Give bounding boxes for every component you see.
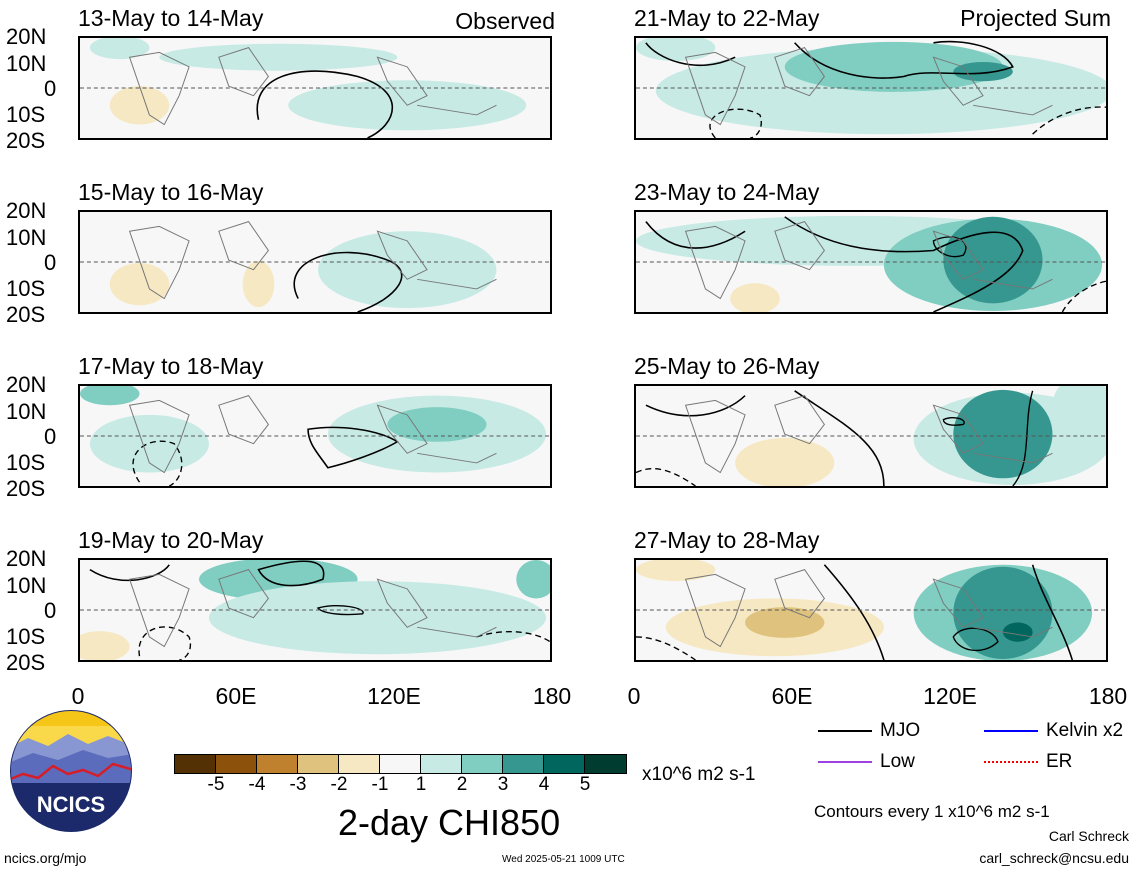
panel-tag-observed: Observed <box>455 8 555 34</box>
colorbar-tick: 3 <box>497 774 509 795</box>
lat-label-20s: 20S <box>6 650 46 675</box>
colorbar-swatch <box>175 755 216 773</box>
lat-label-10s: 10S <box>6 450 46 475</box>
lat-label-20n: 20N <box>6 372 47 397</box>
legend-mjo-label: MJO <box>880 720 921 741</box>
colorbar-swatch <box>503 755 544 773</box>
legend-low: Low <box>818 751 915 773</box>
colorbar-swatch <box>298 755 339 773</box>
lon-label-180-right: 180 <box>1088 683 1128 709</box>
colorbar-tick: -3 <box>289 774 307 795</box>
colorbar <box>174 754 627 774</box>
map-panel-4 <box>78 558 552 662</box>
map-panel-2 <box>78 210 552 314</box>
legend-mjo-line <box>818 730 872 732</box>
lat-label-10s: 10S <box>6 624 46 649</box>
map-panel-5 <box>634 36 1108 140</box>
map-panel-1-graphic <box>80 38 550 138</box>
lat-label-eq: 0 <box>44 76 57 101</box>
panel-title-8: 27-May to 28-May <box>634 527 820 553</box>
colorbar-swatch <box>380 755 421 773</box>
lon-label-120e-left: 120E <box>367 683 421 709</box>
map-panel-3 <box>78 384 552 488</box>
ncics-logo: NCICS <box>10 710 132 832</box>
legend-low-line <box>818 761 872 763</box>
colorbar-tick: 2 <box>456 774 468 795</box>
lon-label-60e-right: 60E <box>771 683 813 709</box>
legend-kelvin-label: Kelvin x2 <box>1046 720 1124 741</box>
map-panel-7-graphic <box>636 386 1106 486</box>
chart-title: 2-day CHI850 <box>338 802 561 843</box>
map-panel-5-graphic <box>636 38 1106 138</box>
colorbar-tick: -5 <box>207 774 225 795</box>
colorbar-swatch <box>462 755 503 773</box>
colorbar-tick: -1 <box>371 774 389 795</box>
footer-email: carl_schreck@ncsu.edu <box>979 850 1129 866</box>
colorbar-swatch <box>216 755 257 773</box>
lat-label-20s: 20S <box>6 476 46 501</box>
legend-kelvin-line <box>984 730 1038 732</box>
lon-label-0-right: 0 <box>627 683 641 709</box>
lat-label-eq: 0 <box>44 598 57 623</box>
lat-label-eq: 0 <box>44 250 57 275</box>
map-panel-8-graphic <box>636 560 1106 660</box>
colorbar-tick: -2 <box>330 774 348 795</box>
colorbar-tick: 4 <box>538 774 550 795</box>
colorbar-tick: -4 <box>248 774 266 795</box>
lat-label-20n: 20N <box>6 198 47 223</box>
lat-label-20s: 20S <box>6 128 46 153</box>
lon-label-120e-right: 120E <box>923 683 977 709</box>
legend-er-label: ER <box>1046 751 1073 772</box>
map-panel-7 <box>634 384 1108 488</box>
map-panel-8 <box>634 558 1108 662</box>
lat-label-20n: 20N <box>6 24 47 49</box>
lat-label-10n: 10N <box>6 573 47 598</box>
lat-label-eq: 0 <box>44 424 57 449</box>
map-panel-6 <box>634 210 1108 314</box>
lat-label-10n: 10N <box>6 399 47 424</box>
lat-label-10s: 10S <box>6 102 46 127</box>
lon-label-180-left: 180 <box>532 683 572 709</box>
colorbar-swatch <box>544 755 585 773</box>
panel-title-4: 19-May to 20-May <box>78 527 264 553</box>
footer-timestamp: Wed 2025-05-21 1009 UTC <box>502 854 625 865</box>
footer-url: ncics.org/mjo <box>4 850 87 866</box>
panel-title-6: 23-May to 24-May <box>634 179 820 205</box>
panel-tag-projected-sum: Projected Sum <box>960 5 1111 31</box>
legend-er-line <box>984 761 1038 763</box>
legend-er: ER <box>984 751 1072 773</box>
legend-low-label: Low <box>880 751 915 772</box>
colorbar-swatch <box>257 755 298 773</box>
lat-label-10s: 10S <box>6 276 46 301</box>
panel-title-1: 13-May to 14-May <box>78 5 264 31</box>
colorbar-tick: 1 <box>415 774 427 795</box>
panel-title-3: 17-May to 18-May <box>78 353 264 379</box>
map-panel-2-graphic <box>80 221 550 312</box>
logo-text: NCICS <box>37 792 105 817</box>
colorbar-swatch <box>339 755 380 773</box>
panel-title-2: 15-May to 16-May <box>78 179 264 205</box>
map-panel-3-graphic <box>80 386 550 486</box>
panel-title-7: 25-May to 26-May <box>634 353 820 379</box>
legend-kelvin: Kelvin x2 <box>984 720 1123 742</box>
lat-label-20n: 20N <box>6 546 47 571</box>
footer-author: Carl Schreck <box>1048 828 1129 844</box>
panel-title-5: 21-May to 22-May <box>634 5 820 31</box>
map-panel-1 <box>78 36 552 140</box>
lat-label-10n: 10N <box>6 51 47 76</box>
colorbar-tick: 5 <box>579 774 591 795</box>
lon-label-60e-left: 60E <box>215 683 257 709</box>
contour-note: Contours every 1 x10^6 m2 s-1 <box>814 802 1050 821</box>
lon-label-0-left: 0 <box>71 683 85 709</box>
lat-label-20s: 20S <box>6 302 46 327</box>
map-panel-4-graphic <box>80 560 550 660</box>
legend-mjo: MJO <box>818 720 920 742</box>
colorbar-units: x10^6 m2 s-1 <box>642 764 756 785</box>
colorbar-swatch <box>421 755 462 773</box>
lat-label-10n: 10N <box>6 225 47 250</box>
colorbar-swatch <box>585 755 626 773</box>
map-panel-6-graphic <box>636 215 1106 312</box>
